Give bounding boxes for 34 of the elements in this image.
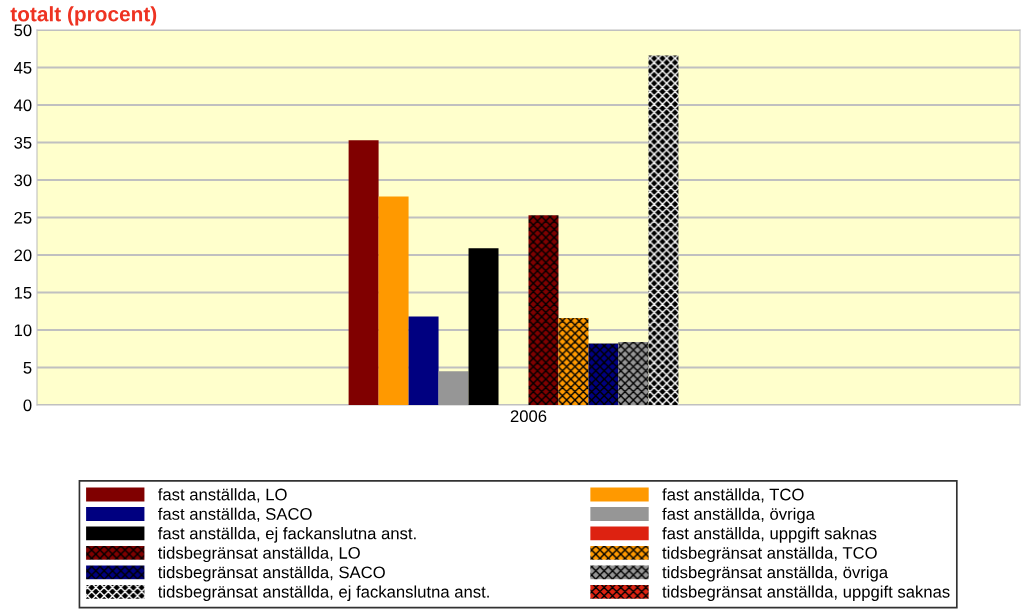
bar bbox=[438, 371, 469, 405]
legend-label: fast anställda, SACO bbox=[158, 507, 312, 522]
y-tick-label: 45 bbox=[13, 62, 32, 74]
legend-label: tidsbegränsat anställda, LO bbox=[158, 546, 360, 563]
legend-label: fast anställda, TCO bbox=[662, 488, 804, 503]
y-tick-label: 25 bbox=[14, 211, 32, 224]
legend-label: fast anställda, ej fackanslutna anst. bbox=[158, 527, 416, 543]
bar bbox=[348, 140, 379, 405]
x-tick-label: 2006 bbox=[510, 410, 547, 423]
legend-label: tidsbegränsat anställda, övriga bbox=[662, 566, 889, 582]
legend-label: fast anställda, LO bbox=[158, 488, 287, 503]
legend-label: fast anställda, övriga bbox=[662, 507, 815, 524]
y-tick-label: 10 bbox=[14, 324, 32, 337]
y-tick-label: 20 bbox=[14, 249, 32, 262]
y-tick-label: 0 bbox=[23, 399, 32, 412]
bar bbox=[528, 215, 559, 405]
y-tick-label: 35 bbox=[14, 136, 32, 149]
y-tick-label: 5 bbox=[23, 362, 32, 374]
bar bbox=[618, 342, 649, 405]
legend-label: tidsbegränsat anställda, uppgift saknas bbox=[662, 585, 950, 601]
legend-label: tidsbegränsat anställda, TCO bbox=[662, 546, 877, 563]
legend-label: fast anställda, uppgift saknas bbox=[662, 527, 877, 543]
bar bbox=[468, 248, 499, 405]
y-tick-label: 30 bbox=[14, 174, 32, 187]
bar bbox=[588, 343, 619, 405]
y-tick-label: 50 bbox=[14, 24, 32, 37]
legend-label: tidsbegränsat anställda, SACO bbox=[158, 566, 385, 582]
bar bbox=[558, 318, 589, 405]
y-tick-label: 15 bbox=[14, 287, 32, 299]
bar bbox=[378, 196, 409, 405]
y-tick-label: 40 bbox=[13, 99, 32, 112]
bar bbox=[648, 55, 679, 405]
bar bbox=[408, 316, 439, 405]
legend-label: tidsbegränsat anställda, ej fackanslutna anst. bbox=[158, 585, 489, 601]
